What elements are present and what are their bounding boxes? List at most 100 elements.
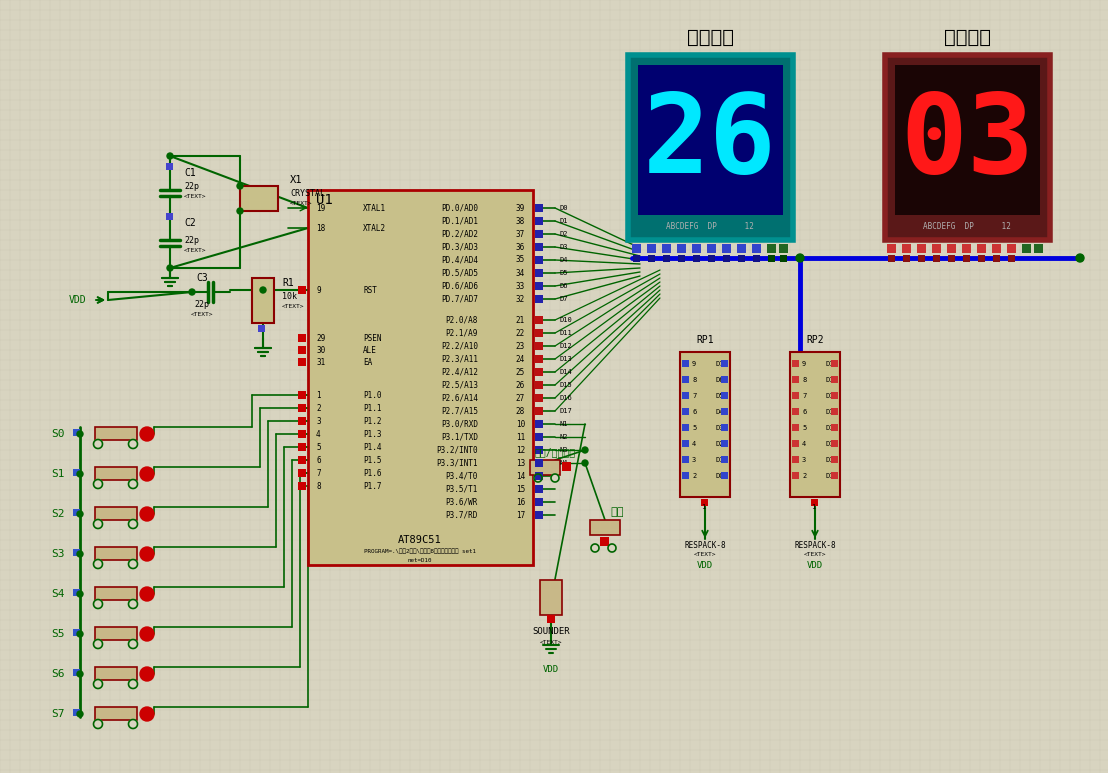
- Text: 11: 11: [515, 433, 525, 441]
- Text: 31: 31: [316, 357, 326, 366]
- Text: P2.5/A13: P2.5/A13: [441, 380, 478, 390]
- Bar: [683, 360, 689, 367]
- Text: D12: D12: [825, 441, 838, 447]
- Text: <TEXT>: <TEXT>: [184, 247, 206, 253]
- Circle shape: [140, 627, 154, 641]
- Bar: [792, 456, 799, 463]
- Bar: [535, 355, 543, 363]
- Bar: [917, 244, 926, 253]
- Text: <TEXT>: <TEXT>: [803, 553, 827, 557]
- Bar: [535, 446, 543, 454]
- Text: 3: 3: [316, 417, 320, 425]
- Bar: [95, 627, 137, 640]
- Text: P2.3/A11: P2.3/A11: [441, 355, 478, 363]
- Text: 29: 29: [316, 333, 326, 342]
- Text: 2: 2: [692, 473, 696, 479]
- Text: 9: 9: [692, 361, 696, 367]
- Text: 8: 8: [802, 377, 807, 383]
- Bar: [831, 392, 838, 399]
- Bar: [166, 163, 173, 170]
- Text: P2.6/A14: P2.6/A14: [441, 393, 478, 403]
- Bar: [535, 295, 543, 303]
- Text: 10k: 10k: [283, 291, 297, 301]
- Text: 开始: 开始: [611, 507, 624, 517]
- Text: 26: 26: [515, 380, 525, 390]
- Bar: [535, 230, 543, 238]
- Text: P1.4: P1.4: [363, 442, 381, 451]
- Bar: [683, 456, 689, 463]
- Bar: [298, 334, 306, 342]
- Circle shape: [237, 183, 243, 189]
- Text: D3: D3: [715, 425, 724, 431]
- Bar: [683, 440, 689, 447]
- Bar: [779, 244, 788, 253]
- Text: D5: D5: [560, 270, 567, 276]
- Bar: [792, 408, 799, 415]
- Text: P3.5/T1: P3.5/T1: [445, 485, 478, 493]
- Bar: [648, 255, 655, 262]
- Bar: [902, 244, 911, 253]
- Bar: [95, 467, 137, 480]
- Text: D13: D13: [560, 356, 572, 362]
- Text: AT89C51: AT89C51: [398, 535, 442, 545]
- Circle shape: [140, 707, 154, 721]
- Bar: [308, 190, 533, 565]
- Circle shape: [260, 287, 266, 293]
- Bar: [535, 316, 543, 324]
- Text: C2: C2: [184, 218, 196, 228]
- Bar: [888, 255, 895, 262]
- Circle shape: [93, 479, 103, 489]
- Text: D7: D7: [715, 361, 724, 367]
- Text: S5: S5: [51, 629, 65, 639]
- Circle shape: [608, 544, 616, 552]
- Bar: [535, 368, 543, 376]
- Text: 12: 12: [515, 445, 525, 455]
- Text: RP1: RP1: [696, 335, 714, 345]
- Bar: [933, 255, 940, 262]
- Text: EA: EA: [363, 357, 372, 366]
- Bar: [298, 456, 306, 464]
- Bar: [831, 472, 838, 479]
- Circle shape: [93, 679, 103, 689]
- Bar: [790, 352, 840, 497]
- Circle shape: [76, 551, 83, 557]
- Bar: [683, 424, 689, 431]
- Circle shape: [93, 440, 103, 448]
- Text: P3.6/WR: P3.6/WR: [445, 498, 478, 506]
- Text: VDD: VDD: [69, 295, 86, 305]
- Bar: [677, 244, 686, 253]
- Bar: [962, 244, 971, 253]
- Bar: [963, 255, 970, 262]
- Bar: [680, 352, 730, 497]
- Bar: [992, 244, 1001, 253]
- Text: 32: 32: [515, 295, 525, 304]
- Bar: [948, 255, 955, 262]
- Circle shape: [93, 560, 103, 568]
- Text: 5: 5: [692, 425, 696, 431]
- Bar: [73, 429, 80, 436]
- Circle shape: [129, 720, 137, 728]
- Text: VDD: VDD: [697, 560, 714, 570]
- Text: D13: D13: [825, 425, 838, 431]
- Bar: [753, 255, 760, 262]
- Text: P1.0: P1.0: [363, 390, 381, 400]
- Text: 6: 6: [802, 409, 807, 415]
- Circle shape: [76, 591, 83, 597]
- Bar: [298, 404, 306, 412]
- Text: 清除/设置时间: 清除/设置时间: [534, 447, 575, 457]
- Text: ABCDEFG  DP      12: ABCDEFG DP 12: [923, 222, 1010, 230]
- Text: net=D10: net=D10: [408, 557, 432, 563]
- Text: U1: U1: [316, 193, 332, 207]
- Bar: [831, 456, 838, 463]
- Text: 03: 03: [900, 88, 1034, 196]
- Text: 7: 7: [692, 393, 696, 399]
- Bar: [535, 282, 543, 290]
- Bar: [535, 394, 543, 402]
- Text: 14: 14: [515, 472, 525, 481]
- Bar: [932, 244, 941, 253]
- Text: D6: D6: [560, 283, 567, 289]
- Text: P3.0/RXD: P3.0/RXD: [441, 420, 478, 428]
- Text: P1.7: P1.7: [363, 482, 381, 491]
- Text: P1.3: P1.3: [363, 430, 381, 438]
- Text: 19: 19: [316, 203, 326, 213]
